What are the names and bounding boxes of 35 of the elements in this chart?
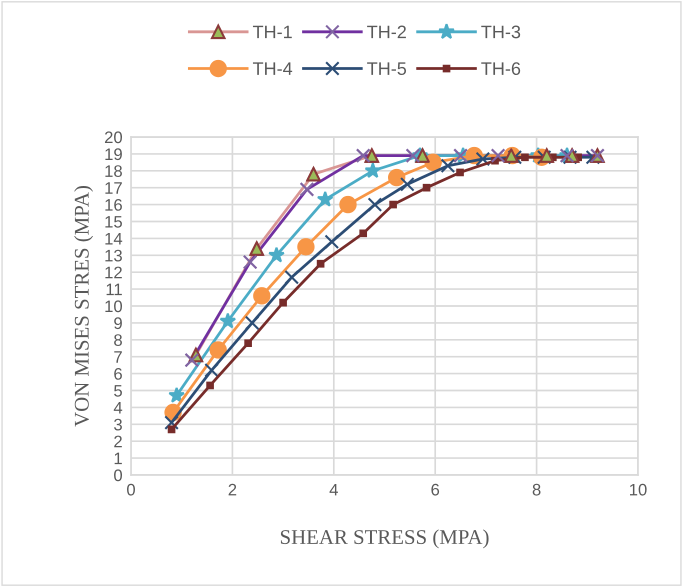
- x-tick-label: 8: [532, 484, 541, 496]
- y-tick-label: 2: [114, 436, 122, 448]
- y-tick-label: 18: [105, 165, 122, 178]
- y-tick-label: 11: [106, 284, 122, 296]
- y-tick-label: 9: [114, 317, 122, 330]
- legend-label: TH-4: [252, 62, 292, 75]
- y-tick-label: 0: [114, 469, 122, 482]
- y-tick-label: 12: [105, 266, 122, 278]
- legend-label: TH-5: [367, 62, 406, 76]
- y-tick-label: 13: [105, 250, 122, 262]
- y-tick-label: 8: [114, 334, 122, 346]
- y-tick-label: 15: [105, 216, 122, 228]
- legend-label: TH-6: [481, 62, 520, 76]
- legend-label: TH-2: [367, 26, 406, 38]
- y-tick-label: 1: [114, 452, 122, 464]
- y-axis-title: VON MISES STRES (MPA): [74, 186, 94, 427]
- legend-label: TH-3: [481, 26, 520, 38]
- x-axis-title: SHEAR STRESS (MPA): [280, 529, 489, 548]
- x-tick-label: 6: [431, 484, 440, 496]
- y-tick-label: 3: [114, 418, 122, 431]
- x-tick-label: 10: [630, 484, 647, 496]
- y-tick-label: 7: [114, 351, 122, 363]
- y-tick-label: 14: [105, 232, 122, 244]
- x-tick-label: 2: [228, 484, 236, 496]
- y-tick-label: 4: [114, 402, 122, 414]
- y-tick-label: 17: [105, 182, 122, 194]
- y-tick-label: 16: [105, 199, 122, 211]
- y-tick-label: 20: [104, 131, 122, 144]
- y-tick-label: 10: [105, 300, 122, 312]
- y-tick-label: 6: [114, 368, 122, 380]
- y-tick-label: 19: [105, 148, 122, 160]
- x-tick-label: 0: [127, 484, 135, 496]
- x-tick-label: 4: [330, 484, 338, 496]
- y-tick-label: 5: [114, 385, 122, 397]
- legend-label: TH-1: [252, 26, 292, 38]
